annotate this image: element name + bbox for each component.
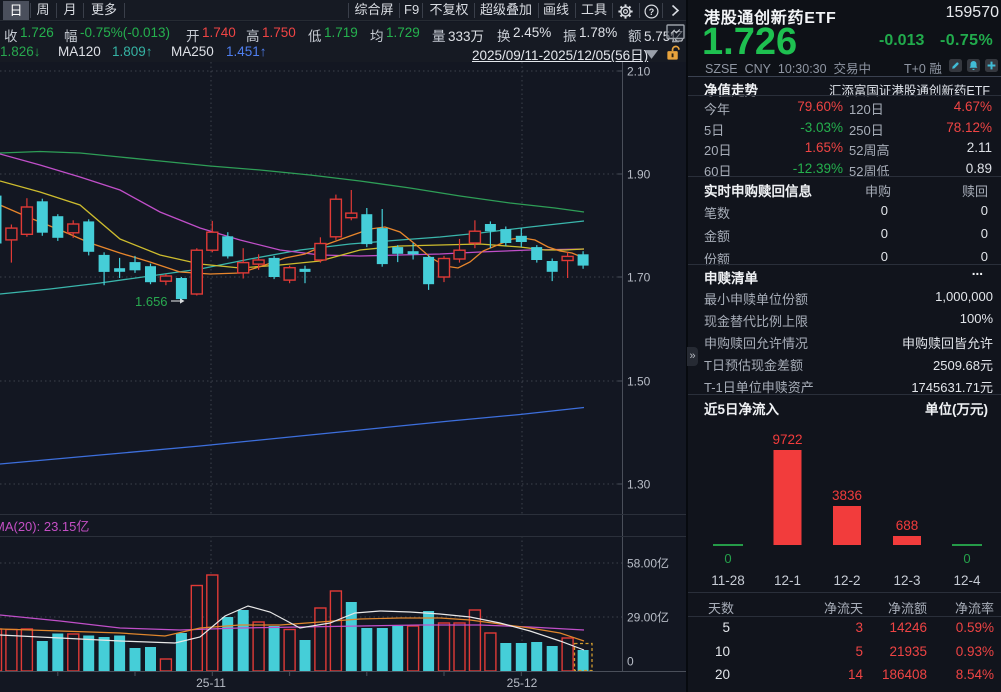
- svg-text:58.00亿: 58.00亿: [627, 556, 669, 571]
- svg-text:25-12: 25-12: [507, 676, 538, 690]
- svg-text:0: 0: [963, 551, 970, 566]
- svg-text:1.90: 1.90: [627, 168, 651, 182]
- svg-text:MA(20): 23.15亿: MA(20): 23.15亿: [0, 519, 89, 534]
- svg-text:11-28: 11-28: [711, 573, 745, 588]
- svg-text:688: 688: [896, 518, 919, 533]
- svg-text:12-3: 12-3: [893, 573, 920, 588]
- svg-text:12-1: 12-1: [774, 573, 801, 588]
- svg-text:12-4: 12-4: [953, 573, 981, 588]
- svg-text:2.10: 2.10: [627, 65, 651, 79]
- svg-text:?: ?: [649, 7, 655, 17]
- svg-text:3836: 3836: [832, 488, 862, 503]
- svg-text:25-11: 25-11: [196, 676, 226, 690]
- svg-text:0: 0: [627, 655, 634, 669]
- svg-text:1.656: 1.656: [135, 294, 168, 309]
- svg-text:1.50: 1.50: [627, 375, 651, 389]
- svg-text:1.70: 1.70: [627, 271, 651, 285]
- svg-text:12-2: 12-2: [833, 573, 860, 588]
- svg-text:29.00亿: 29.00亿: [627, 610, 669, 625]
- svg-text:0: 0: [724, 551, 731, 566]
- svg-text:1.30: 1.30: [627, 478, 651, 492]
- svg-text:9722: 9722: [772, 432, 802, 447]
